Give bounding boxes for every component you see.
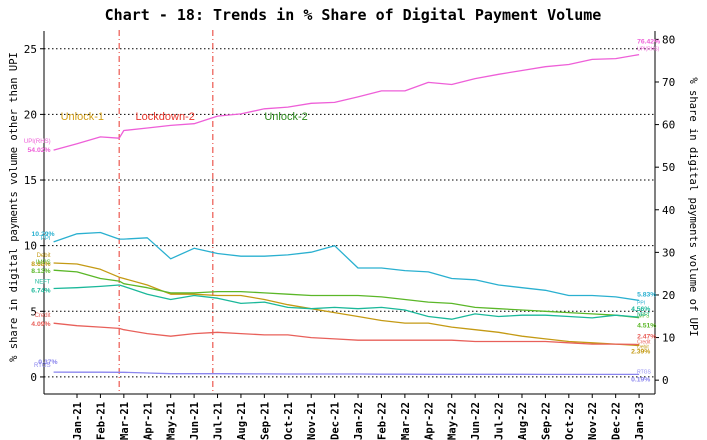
series-start-value: 54.02%: [28, 147, 51, 154]
x-tick-label: Jan-23: [634, 402, 646, 440]
x-tick-label: Oct-22: [564, 402, 576, 440]
x-tick-label: Dec-22: [611, 402, 623, 440]
x-tick-label: May-22: [447, 402, 459, 440]
y-tick-label-right: 80: [662, 33, 675, 46]
series-start-name: IMPS: [36, 260, 51, 266]
y-tick-label-right: 70: [662, 76, 675, 89]
series-end-name: Debit: [637, 345, 649, 351]
series-end-value: 4.51%: [637, 323, 656, 330]
series-end-value: 5.83%: [637, 291, 656, 298]
x-tick-label: Jun-22: [470, 402, 482, 440]
series-end-value: 4.56%: [631, 306, 650, 313]
x-tick-label: Sep-22: [540, 402, 552, 440]
axes: 0 5 10 15 20 25 0 10 20 30 40 50 60 70 80 Jan-21 Feb-21 M…: [24, 31, 675, 440]
x-tick-label: Feb-21: [95, 402, 107, 440]
y-tick-label-left: 20: [24, 108, 37, 121]
series-start-value: 8.68%: [31, 261, 50, 268]
series-end-name: UPI(RHS): [637, 47, 660, 53]
series-start-value: 10.29%: [32, 231, 55, 238]
series-start-name: PPI: [41, 236, 51, 242]
y-axis-label-left: % share in digital payments volume other…: [8, 52, 20, 362]
series-start-name: Debit: [37, 253, 51, 259]
y-axis-label-right: % share in digital payments volume of UP…: [687, 77, 699, 336]
series-start-name: RTGS: [34, 363, 51, 369]
chart-title: Chart - 18: Trends in % Share of Digital…: [105, 6, 602, 24]
phase-label: Unlock-2: [264, 111, 307, 123]
y-tick-label-left: 0: [30, 371, 37, 384]
series-start-name: Credit: [35, 313, 51, 319]
x-tick-label: Feb-22: [376, 402, 388, 440]
series-start-value: 6.74%: [31, 287, 50, 294]
series-lines: [53, 53, 640, 376]
y-tick-label-right: 60: [662, 119, 675, 132]
x-tick-label: Nov-21: [306, 402, 318, 440]
x-tick-label: Jan-22: [353, 402, 365, 440]
x-tick-label: Sep-21: [259, 402, 271, 440]
x-tick-label: Mar-22: [400, 402, 412, 440]
y-tick-label-right: 50: [662, 161, 675, 174]
series-end-name: RTGS: [637, 369, 651, 375]
series-end-value: 2.47%: [637, 334, 656, 341]
series-line-rtgs: [53, 371, 640, 376]
x-tick-label: May-21: [166, 402, 178, 440]
series-end-name: Credit: [637, 340, 651, 346]
series-line-credit: [53, 322, 640, 346]
x-tick-label: Apr-22: [423, 402, 435, 440]
y-tick-label-left: 10: [24, 240, 37, 253]
series-start-value: 0.37%: [38, 359, 57, 366]
series-end-name: IMPS: [637, 314, 650, 320]
series-end-value: 2.39%: [631, 349, 650, 356]
series-line-neft: [53, 284, 640, 320]
y-tick-label-left: 5: [30, 305, 37, 318]
series-end-value: 76.42%: [637, 39, 660, 46]
y-tick-label-right: 40: [662, 204, 675, 217]
series-start-name: UPI(RHS): [24, 139, 51, 145]
phase-label: Unlock-1: [61, 111, 104, 123]
x-tick-label: Jan-21: [72, 402, 84, 440]
x-tick-label: Nov-22: [587, 402, 599, 440]
series-start-value: 8.13%: [31, 268, 50, 275]
x-tick-label: Dec-21: [330, 402, 342, 440]
phase-label: Lockdown-2: [136, 111, 195, 123]
series-end-name: NEFT: [637, 312, 650, 318]
x-tick-label: Jul-21: [213, 402, 225, 440]
series-line-imps: [53, 269, 640, 319]
series-start-name: NEFT: [35, 279, 51, 285]
series-line-ppi: [53, 231, 640, 302]
y-tick-label-right: 0: [662, 374, 669, 387]
x-tick-label: Jul-22: [494, 402, 506, 440]
x-tick-label: Jun-21: [189, 402, 201, 440]
y-tick-label-right: 10: [662, 332, 675, 345]
series-start-value: 4.09%: [31, 321, 50, 328]
gridlines: [44, 48, 655, 378]
series-labels: UPI(RHS)54.02%76.42%UPI(RHS)PPI10.29%5.8…: [24, 39, 660, 384]
x-tick-label: Oct-21: [283, 402, 295, 440]
series-line-debit: [53, 262, 640, 347]
series-line-upirhs: [53, 53, 640, 151]
y-tick-label-left: 15: [24, 174, 37, 187]
phase-markers: Unlock-1 Lockdown-2 Unlock-2: [61, 30, 308, 394]
series-end-name: PPI: [637, 300, 645, 306]
series-end-value: 0.19%: [631, 376, 650, 383]
y-tick-label-right: 20: [662, 289, 675, 302]
y-tick-label-left: 25: [24, 43, 37, 56]
x-tick-label: Apr-21: [142, 402, 154, 440]
x-tick-label: Aug-21: [236, 402, 248, 440]
x-tick-label: Mar-21: [119, 402, 131, 440]
x-tick-label: Aug-22: [517, 402, 529, 440]
y-tick-label-right: 30: [662, 246, 675, 259]
